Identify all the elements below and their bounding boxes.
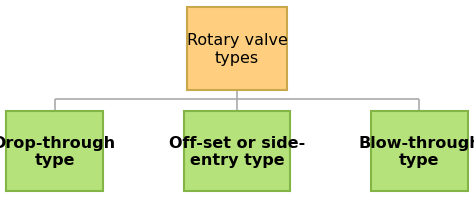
FancyBboxPatch shape [371,112,468,191]
FancyBboxPatch shape [187,8,287,91]
Text: Drop-through
type: Drop-through type [0,135,116,167]
FancyBboxPatch shape [6,112,103,191]
Text: Off-set or side-
entry type: Off-set or side- entry type [169,135,305,167]
Text: Rotary valve
types: Rotary valve types [187,33,287,66]
Text: Blow-through
type: Blow-through type [358,135,474,167]
FancyBboxPatch shape [184,112,290,191]
